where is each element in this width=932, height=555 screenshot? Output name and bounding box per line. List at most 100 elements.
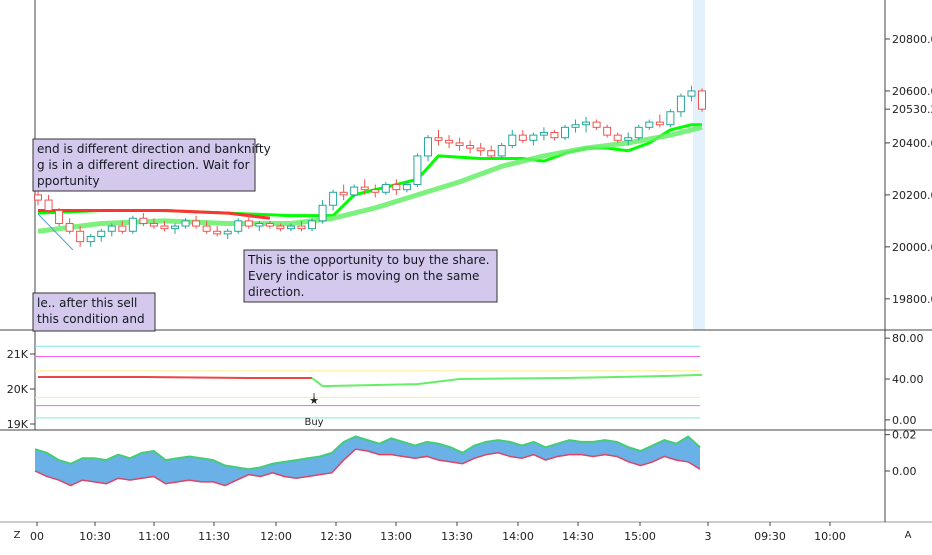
- candle-body: [413, 155, 422, 185]
- candle-body: [434, 137, 443, 141]
- candle-body: [213, 230, 222, 235]
- annotation-note-3-text: le.. after this sell this condition and: [37, 296, 145, 326]
- auto-scale-button[interactable]: A: [905, 530, 912, 541]
- candle-body: [550, 132, 559, 139]
- candle-body: [107, 225, 116, 232]
- time-axis-label: 13:30: [441, 530, 473, 543]
- candle: [645, 119, 654, 130]
- candle-body: [244, 220, 253, 227]
- buy-label: Buy: [304, 417, 323, 428]
- candle-body: [371, 189, 380, 193]
- candle-body: [624, 137, 633, 141]
- candle: [550, 129, 559, 141]
- annotation-note-2[interactable]: This is the opportunity to buy the share…: [243, 249, 498, 303]
- candle: [624, 132, 633, 146]
- candle: [571, 119, 580, 133]
- candle-body: [223, 230, 232, 235]
- candle-body: [265, 222, 274, 227]
- candle-body: [181, 220, 190, 227]
- candle: [286, 223, 295, 232]
- annotation-line: this condition and: [37, 312, 145, 326]
- candle-body: [308, 220, 317, 230]
- time-axis-label: 11:30: [198, 530, 230, 543]
- candle: [339, 184, 348, 201]
- candle: [128, 215, 137, 234]
- time-axis-label: 00: [30, 530, 44, 543]
- candle: [392, 179, 401, 195]
- annotation-note-2-text: This is the opportunity to buy the share…: [247, 253, 490, 299]
- annotation-line: g is in a different direction. Wait for: [37, 158, 250, 172]
- buy-marker-icon: ★: [309, 394, 319, 407]
- indicator-line: [38, 375, 313, 379]
- candle-body: [402, 183, 411, 191]
- candle: [223, 228, 232, 240]
- indicator-tick-label: 40.00: [892, 373, 924, 386]
- candle: [107, 223, 116, 237]
- price-tick-label: 20800.00: [892, 33, 932, 46]
- candle-body: [255, 222, 264, 227]
- price-tick-label: 20400.00: [892, 137, 932, 150]
- annotation-note-3[interactable]: le.. after this sell this condition and: [32, 292, 156, 332]
- candle-body: [392, 183, 401, 191]
- candle-body: [592, 121, 601, 128]
- candle-body: [634, 126, 643, 139]
- candle-body: [192, 220, 201, 227]
- candle-body: [86, 235, 95, 243]
- candle: [265, 220, 274, 229]
- annotation-note-1-text: end is different direction and banknifty…: [37, 142, 271, 188]
- candle: [466, 140, 475, 154]
- candle: [687, 85, 696, 102]
- left-scale-label: 20K: [7, 383, 29, 396]
- annotation-line: This is the opportunity to buy the share…: [247, 253, 490, 267]
- candle-body: [76, 230, 85, 243]
- candle: [97, 228, 106, 242]
- candle-body: [698, 90, 706, 110]
- candle: [381, 181, 390, 195]
- zoom-button[interactable]: Z: [14, 530, 21, 541]
- candle-body: [318, 204, 327, 222]
- annotation-note-1-box: [32, 138, 256, 192]
- indicator-tick-label: 80.00: [892, 332, 924, 345]
- candle-body: [497, 145, 506, 157]
- time-axis-label: 12:30: [320, 530, 352, 543]
- candle: [508, 129, 517, 149]
- candle: [149, 218, 158, 229]
- candle: [160, 220, 169, 232]
- candle-body: [423, 137, 432, 157]
- candle-body: [297, 225, 306, 230]
- left-scale-label: 19K: [7, 418, 29, 431]
- candle: [666, 109, 675, 128]
- current-bar-highlight: [693, 0, 705, 330]
- candle-body: [350, 186, 359, 196]
- candle-body: [65, 222, 74, 232]
- candle-body: [518, 134, 527, 141]
- candle: [86, 233, 95, 247]
- candle-body: [160, 225, 169, 230]
- candle: [244, 215, 253, 229]
- annotation-line: direction.: [248, 285, 304, 299]
- time-axis-label: 11:00: [138, 530, 170, 543]
- candle-body: [55, 209, 64, 224]
- candle-body: [603, 126, 612, 136]
- candle: [118, 220, 127, 234]
- candle-body: [476, 147, 485, 152]
- price-tick-label: 20200.00: [892, 189, 932, 202]
- candle: [65, 218, 74, 234]
- candle: [76, 226, 85, 247]
- oscillator-upper-line: [34, 435, 701, 471]
- candle: [603, 124, 612, 138]
- left-scale-label: 21K: [7, 348, 29, 361]
- annotation-note-1[interactable]: end is different direction and banknifty…: [32, 138, 271, 192]
- candle-body: [128, 217, 137, 232]
- candle: [698, 88, 706, 112]
- annotation-note-2-box: [243, 249, 498, 303]
- candle: [634, 124, 643, 141]
- candle: [413, 153, 422, 188]
- candle: [613, 132, 622, 143]
- candle-body: [487, 150, 496, 157]
- candle-body: [529, 134, 538, 141]
- candle-body: [455, 142, 464, 147]
- candle-body: [118, 225, 127, 232]
